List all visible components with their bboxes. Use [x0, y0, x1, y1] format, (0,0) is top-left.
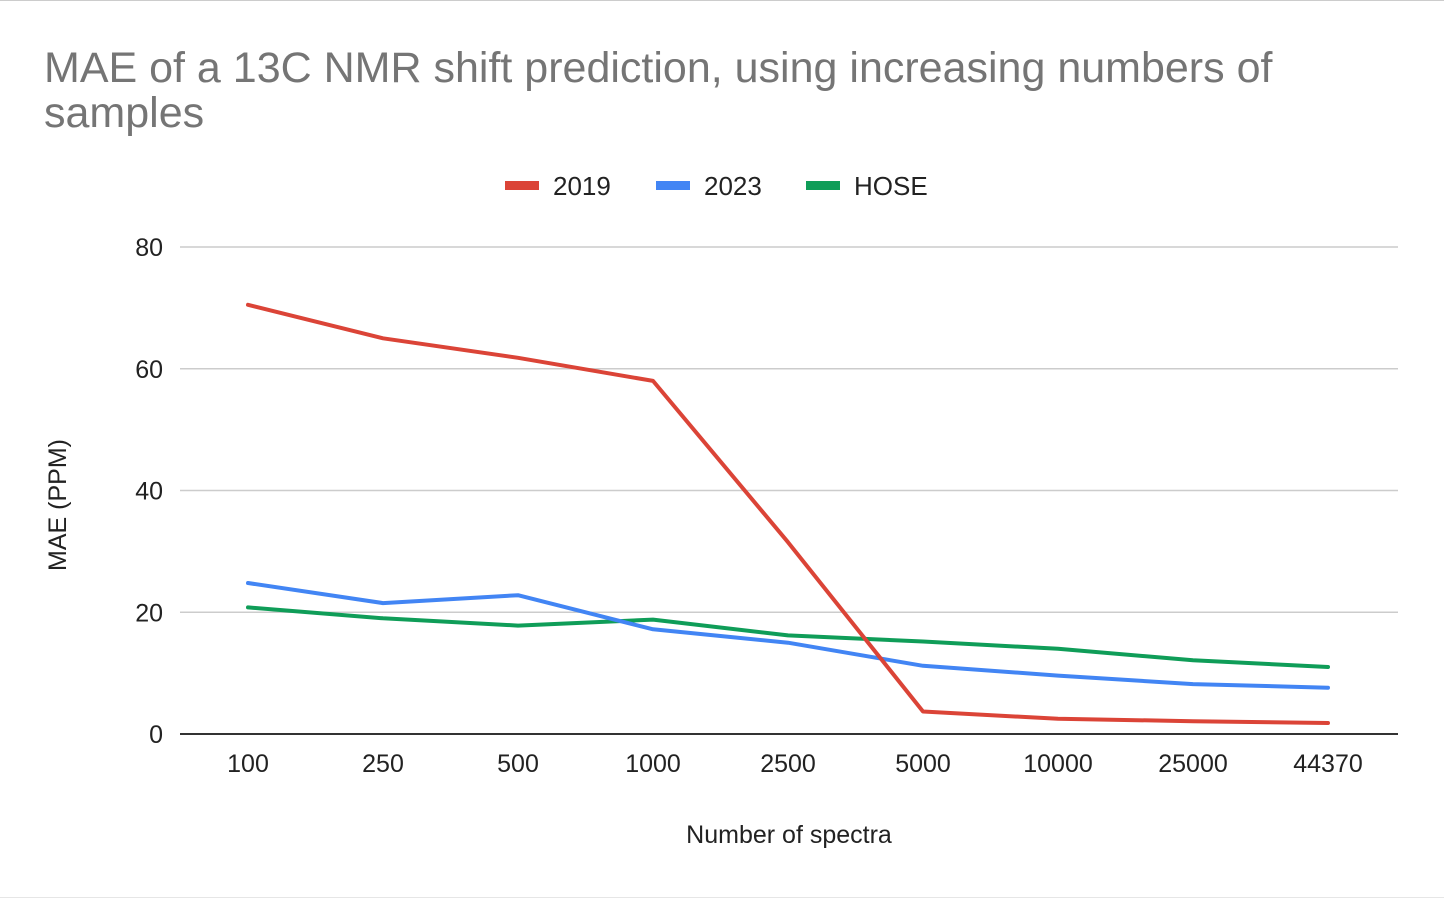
- x-tick-label: 250: [362, 750, 404, 778]
- legend-label-hose: HOSE: [854, 171, 928, 201]
- y-tick-label: 60: [135, 356, 163, 384]
- legend-swatch-2019: [505, 181, 539, 190]
- y-tick-label: 0: [149, 721, 163, 749]
- x-axis-title: Number of spectra: [686, 821, 892, 849]
- legend-label-2019: 2019: [553, 171, 611, 201]
- y-tick-label: 80: [135, 234, 163, 262]
- x-tick-label: 100: [227, 750, 269, 778]
- x-tick-label: 25000: [1158, 750, 1228, 778]
- x-tick-label: 1000: [625, 750, 681, 778]
- series-line-hose: [246, 605, 1330, 669]
- chart-title: MAE of a 13C NMR shift prediction, using…: [44, 44, 1273, 137]
- y-tick-label: 20: [135, 599, 163, 627]
- y-axis-title: MAE (PPM): [44, 439, 72, 571]
- legend-label-2023: 2023: [704, 171, 762, 201]
- y-tick-label: 40: [135, 478, 163, 506]
- x-tick-label: 2500: [760, 750, 816, 778]
- x-tick-label: 10000: [1023, 750, 1093, 778]
- series-line-2023: [246, 581, 1330, 690]
- x-tick-label: 5000: [895, 750, 951, 778]
- legend-swatch-hose: [806, 181, 840, 190]
- x-tick-label: 500: [497, 750, 539, 778]
- legend-swatch-2023: [656, 181, 690, 190]
- series-line-2019: [246, 302, 1330, 725]
- x-tick-label: 44370: [1293, 750, 1363, 778]
